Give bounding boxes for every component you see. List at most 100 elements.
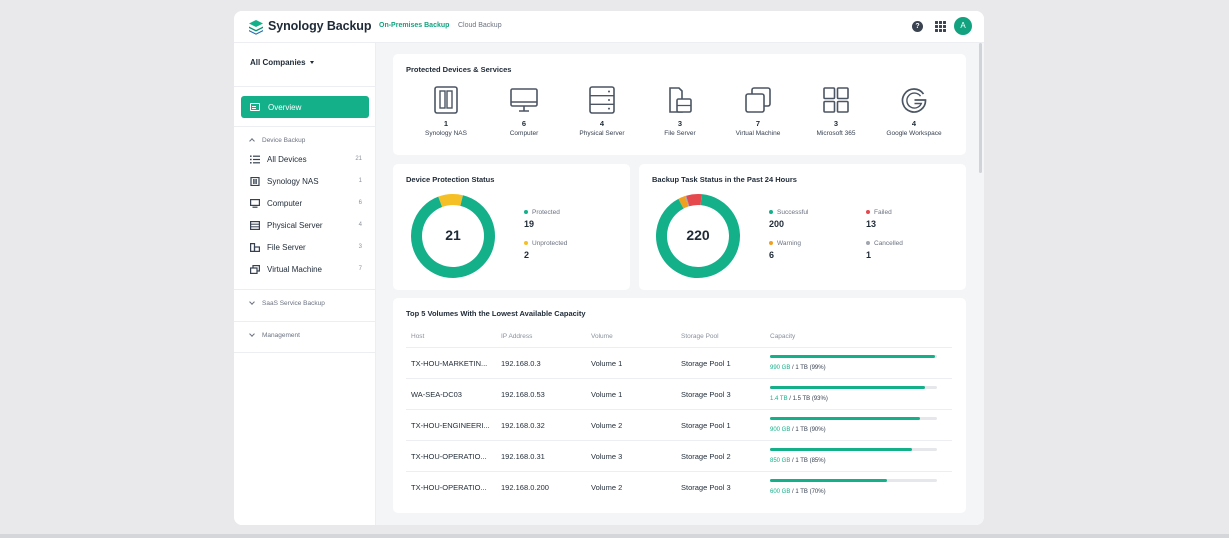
section-saas-service-backup[interactable]: SaaS Service Backup [249,299,325,307]
legend-value: 2 [524,250,530,260]
capacity-total: / 1 TB (85%) [790,458,826,464]
backup-task-donut [656,194,740,278]
table-row[interactable]: TX-HOU-MARKETIN... 192.168.0.3 Volume 1 Sto… [406,347,952,378]
apps-grid-icon[interactable] [935,21,946,32]
protected-item-computer[interactable]: 6 Computer [484,86,564,137]
protected-item-physical-server[interactable]: 4 Physical Server [562,86,642,137]
card-title: Backup Task Status in the Past 24 Hours [652,175,797,184]
cell-storage-pool: Storage Pool 2 [681,452,731,461]
company-selector[interactable]: All Companies [250,58,314,67]
sidebar-item-virtual-machine[interactable]: Virtual Machine 7 [250,263,362,277]
legend-dot [524,241,528,246]
device-label: Virtual Machine [735,130,781,137]
sidebar-item-label: All Devices [267,155,307,164]
column-header-storage-pool[interactable]: Storage Pool [681,333,719,340]
backup-task-status-card: Backup Task Status in the Past 24 Hours … [639,164,966,290]
table-row[interactable]: TX-HOU-ENGINEERI... 192.168.0.32 Volume 2 S… [406,409,952,440]
table-row[interactable]: TX-HOU-OPERATIO... 192.168.0.31 Volume 3 St… [406,440,952,471]
device-label: Synology NAS [425,130,467,137]
protected-item-microsoft-365[interactable]: 3 Microsoft 365 [796,86,876,137]
column-header-capacity[interactable]: Capacity [770,333,796,340]
table-row[interactable]: TX-HOU-OPERATIO... 192.168.0.200 Volume 2 S… [406,471,952,502]
protected-item-synology-nas[interactable]: 1 Synology NAS [406,86,486,137]
cell-storage-pool: Storage Pool 1 [681,421,731,430]
donut-total: 21 [445,227,461,243]
donut-segment-unprotected [438,194,463,208]
chevron-down-icon [249,331,255,338]
cell-ip-address: 192.168.0.3 [501,359,541,368]
cell-volume: Volume 1 [591,390,623,399]
chevron-down-icon [249,299,255,306]
capacity-text: 900 GB / 1 TB (90%) [770,427,826,433]
volumes-card: Top 5 Volumes With the Lowest Available … [393,298,966,513]
capacity-bar [770,448,937,451]
column-header-host[interactable]: Host [411,333,425,340]
list-icon [250,155,260,164]
capacity-total: / 1.5 TB (93%) [787,396,828,402]
legend-value: 6 [769,250,775,260]
legend-label: Protected [532,209,560,216]
device-count: 4 [599,119,605,128]
capacity-text: 1.4 TB / 1.5 TB (93%) [770,396,828,402]
scrollbar[interactable] [979,43,982,173]
section-label: Device Backup [262,137,306,144]
sidebar-item-file-server[interactable]: File Server 3 [250,241,362,255]
card-title: Top 5 Volumes With the Lowest Available … [406,309,586,318]
chevron-up-icon [249,138,255,145]
section-label: SaaS Service Backup [262,300,325,307]
section-device-backup[interactable]: Device Backup [249,137,306,145]
column-header-ip-address[interactable]: IP Address [501,333,533,340]
sidebar-item-label: Virtual Machine [267,265,322,274]
sidebar-item-synology-nas[interactable]: Synology NAS 1 [250,175,362,189]
device-label: Microsoft 365 [816,130,856,137]
legend-warning: Warning 6 [769,240,801,260]
cell-ip-address: 192.168.0.200 [501,483,549,492]
donut-segment-protected [411,195,495,278]
computer-icon [250,199,260,208]
tab-cloud-backup[interactable]: Cloud Backup [458,22,502,29]
sidebar-item-count: 3 [358,244,362,250]
legend-cancelled: Cancelled 1 [866,240,903,260]
card-title: Protected Devices & Services [406,65,512,74]
legend-dot [524,210,528,215]
sidebar-item-label: Computer [267,199,303,208]
tab-on-premises-backup[interactable]: On-Premises Backup [379,22,450,29]
donut-segment-failed [686,194,702,207]
virtual-machine-icon [745,87,771,113]
protected-item-virtual-machine[interactable]: 7 Virtual Machine [718,86,798,137]
capacity-bar-fill [770,386,926,389]
cell-ip-address: 192.168.0.32 [501,421,545,430]
cell-volume: Volume 2 [591,421,623,430]
legend-dot [866,210,870,215]
capacity-used: 990 GB [770,365,791,371]
sidebar-item-computer[interactable]: Computer 6 [250,197,362,211]
device-count: 3 [677,119,683,128]
table-row[interactable]: WA-SEA-DC03 192.168.0.53 Volume 1 Storage P… [406,378,952,409]
capacity-total: / 1 TB (99%) [790,365,826,371]
protected-item-google-workspace[interactable]: 4 Google Workspace [874,86,954,137]
sidebar-item-physical-server[interactable]: Physical Server 4 [250,219,362,233]
device-label: Google Workspace [886,130,942,137]
cell-volume: Volume 1 [591,359,623,368]
avatar[interactable]: A [954,17,972,35]
nas-icon [250,177,260,186]
sidebar: All Companies Overview Device Backup All… [234,43,376,525]
donut-total: 220 [686,227,710,243]
cell-ip-address: 192.168.0.53 [501,390,545,399]
protected-item-file-server[interactable]: 3 File Server [640,86,720,137]
sidebar-item-all-devices[interactable]: All Devices 21 [250,153,362,167]
capacity-bar-fill [770,479,887,482]
cell-host: TX-HOU-ENGINEERI... [411,421,490,430]
capacity-used: 1.4 TB [770,396,788,402]
section-management[interactable]: Management [249,331,300,339]
cell-volume: Volume 2 [591,483,623,492]
device-protection-card: Device Protection Status 21 Protected 19… [393,164,630,290]
help-icon[interactable]: ? [912,21,923,32]
cell-ip-address: 192.168.0.31 [501,452,545,461]
sidebar-item-overview[interactable]: Overview [241,96,369,118]
legend-successful: Successful 200 [769,209,808,229]
column-header-volume[interactable]: Volume [591,333,613,340]
file-server-icon [250,243,260,252]
device-label: Computer [509,130,539,137]
google-icon [901,88,927,113]
